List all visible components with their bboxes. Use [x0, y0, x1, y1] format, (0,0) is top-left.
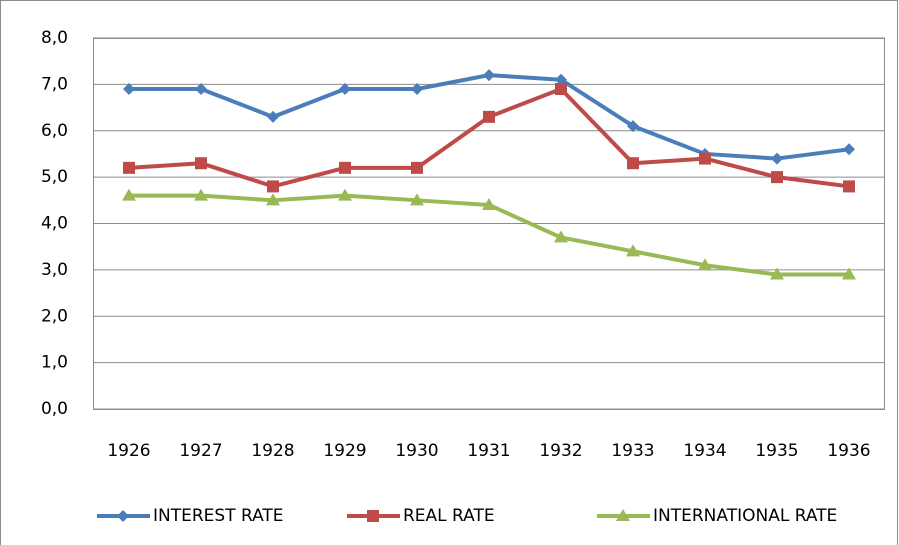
data-point	[843, 143, 855, 156]
data-point	[123, 161, 135, 174]
data-point	[339, 161, 351, 174]
data-point	[410, 193, 424, 206]
data-point	[842, 267, 856, 280]
x-tick-label: 1926	[107, 441, 150, 461]
legend-marker	[367, 510, 379, 522]
y-tick-label: 3,0	[41, 260, 68, 280]
data-point	[195, 83, 207, 96]
x-tick-label: 1932	[539, 441, 582, 461]
data-point	[483, 110, 495, 123]
y-tick-label: 7,0	[41, 74, 68, 94]
data-point	[194, 188, 208, 201]
data-point	[195, 157, 207, 170]
y-tick-label: 2,0	[41, 306, 68, 326]
legend-marker	[117, 510, 129, 522]
y-tick-label: 5,0	[41, 167, 68, 187]
data-point	[770, 267, 784, 280]
x-tick-label: 1931	[467, 441, 510, 461]
legend-label: INTEREST RATE	[153, 506, 284, 526]
data-point	[627, 157, 639, 170]
x-tick-label: 1934	[683, 441, 726, 461]
x-tick-label: 1935	[755, 441, 798, 461]
data-point	[483, 69, 495, 82]
data-point	[626, 244, 640, 257]
data-point	[411, 161, 423, 174]
y-tick-label: 6,0	[41, 121, 68, 141]
x-tick-label: 1930	[395, 441, 438, 461]
y-tick-label: 1,0	[41, 353, 68, 373]
data-point	[555, 83, 567, 96]
data-point	[699, 152, 711, 165]
data-point	[698, 258, 712, 271]
x-tick-label: 1933	[611, 441, 654, 461]
legend-marker	[616, 509, 630, 521]
data-point	[482, 197, 496, 210]
data-point	[339, 83, 351, 96]
x-tick-label: 1936	[827, 441, 870, 461]
data-point	[411, 83, 423, 96]
x-tick-label: 1927	[179, 441, 222, 461]
y-tick-label: 0,0	[41, 399, 68, 419]
data-point	[771, 152, 783, 165]
data-point	[267, 180, 279, 193]
data-point	[123, 83, 135, 96]
data-point	[555, 73, 567, 86]
legend-label: INTERNATIONAL RATE	[653, 506, 837, 526]
data-point	[843, 180, 855, 193]
data-point	[554, 230, 568, 243]
legend-label: REAL RATE	[403, 506, 495, 526]
data-point	[267, 110, 279, 123]
x-tick-label: 1929	[323, 441, 366, 461]
data-point	[122, 188, 136, 201]
data-point	[266, 193, 280, 206]
data-point	[627, 120, 639, 133]
data-point	[771, 171, 783, 184]
data-point	[338, 188, 352, 201]
y-tick-label: 4,0	[41, 214, 68, 234]
y-tick-label: 8,0	[41, 28, 68, 48]
x-tick-label: 1928	[251, 441, 294, 461]
